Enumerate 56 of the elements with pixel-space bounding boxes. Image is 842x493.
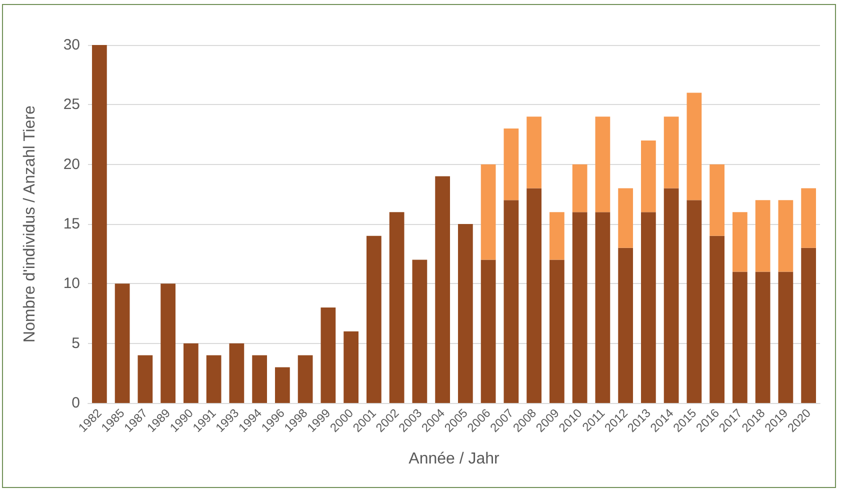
- bar: [366, 236, 382, 403]
- bar: [686, 200, 702, 403]
- bar: [435, 176, 450, 403]
- bar: [710, 164, 724, 236]
- bar: [572, 164, 588, 212]
- bar: [526, 188, 542, 403]
- y-tick-label: 15: [63, 216, 80, 232]
- bar: [480, 164, 496, 260]
- bar: [504, 200, 519, 403]
- bar: [778, 272, 794, 403]
- bar: [732, 272, 748, 403]
- y-tick-label: 30: [63, 36, 80, 54]
- bar: [641, 140, 656, 212]
- bar: [114, 284, 130, 403]
- bar: [458, 224, 473, 403]
- bar: [801, 248, 816, 403]
- bar: [526, 116, 542, 188]
- y-axis-title: Nombre d'individus / Anzahl Tiere: [22, 105, 38, 342]
- bar: [206, 355, 222, 403]
- bar: [550, 212, 564, 260]
- bar: [344, 331, 358, 403]
- bar: [618, 188, 633, 248]
- bar: [320, 308, 336, 403]
- bar: [480, 260, 496, 403]
- bar: [138, 355, 153, 403]
- bar: [229, 343, 244, 403]
- bar: [389, 212, 404, 403]
- bar: [275, 367, 290, 403]
- bar: [92, 45, 107, 403]
- y-tick-label: 20: [63, 156, 80, 173]
- bar: [778, 200, 794, 272]
- bar: [252, 355, 267, 403]
- bar: [755, 200, 770, 272]
- bar: [184, 343, 198, 403]
- y-tick-label: 25: [63, 96, 80, 114]
- bar: [664, 116, 679, 188]
- x-axis-title: Année / Jahr: [408, 450, 500, 468]
- bar: [686, 92, 702, 200]
- bar: [595, 116, 610, 212]
- y-tick-label: 5: [72, 334, 80, 352]
- bar: [595, 212, 610, 403]
- bar: [160, 284, 176, 403]
- y-tick-label: 10: [63, 275, 80, 292]
- y-tick-label: 0: [72, 394, 80, 412]
- bar: [801, 188, 816, 248]
- bar: [664, 188, 679, 403]
- bar: [732, 212, 748, 272]
- bar: [412, 260, 428, 403]
- bar: [572, 212, 588, 403]
- bar: [618, 248, 633, 403]
- bar: [641, 212, 656, 403]
- bar: [504, 128, 519, 200]
- bar: [298, 355, 313, 403]
- bar: [710, 236, 724, 403]
- bar: [755, 272, 770, 403]
- bar: [550, 260, 564, 403]
